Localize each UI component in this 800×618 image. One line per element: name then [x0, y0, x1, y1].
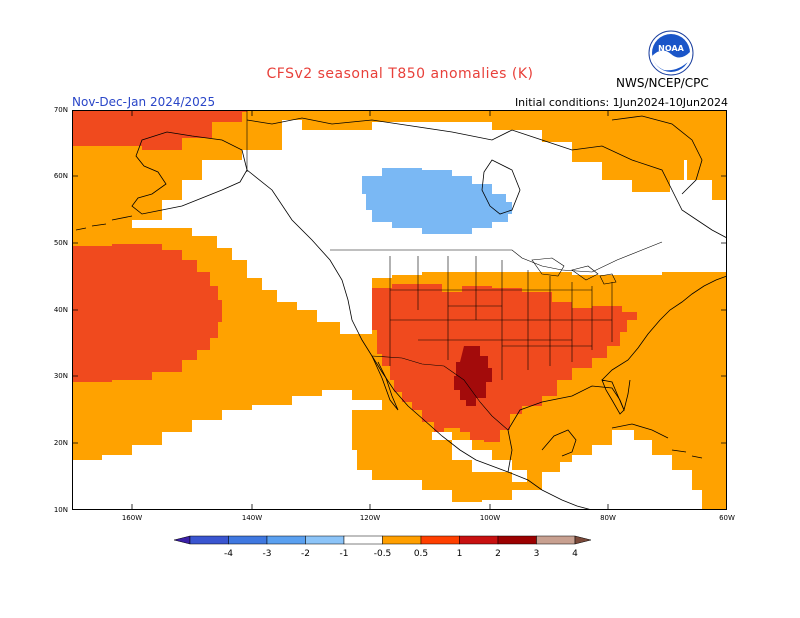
- lat-label-10n: 10N: [53, 506, 68, 514]
- lat-label-40n: 40N: [53, 306, 68, 314]
- colorbar-swatch: [228, 535, 268, 545]
- coastlines: [75, 115, 727, 510]
- axis-ticks: [72, 110, 727, 510]
- season-label: Nov-Dec-Jan 2024/2025: [72, 95, 216, 109]
- colorbar-label: -2: [301, 549, 310, 559]
- lat-label-70n: 70N: [53, 106, 68, 114]
- lon-label-120w: 120W: [359, 514, 381, 522]
- colorbar: -4 -3 -2 -1 -0.5 0.5 1 2 3 4: [173, 535, 592, 559]
- colorbar-swatch: [382, 535, 422, 545]
- agency-label: NWS/NCEP/CPC: [616, 76, 709, 90]
- lon-label-60w: 60W: [719, 514, 735, 522]
- lat-label-50n: 50N: [53, 239, 68, 247]
- colorbar-label: -4: [224, 549, 233, 559]
- lat-label-20n: 20N: [53, 439, 68, 447]
- colorbar-label: 2: [495, 549, 501, 559]
- colorbar-label: 3: [534, 549, 540, 559]
- colorbar-arrow-right: [574, 535, 592, 545]
- map-frame: [72, 110, 727, 510]
- colorbar-label: 4: [572, 549, 578, 559]
- anomaly-dark-red-regions: [454, 346, 492, 406]
- logo-text: NOAA: [658, 44, 684, 53]
- colorbar-swatch: [459, 535, 499, 545]
- colorbar-swatch: [420, 535, 460, 545]
- colorbar-swatch: [343, 535, 383, 545]
- colorbar-swatch: [266, 535, 306, 545]
- colorbar-label: -0.5: [374, 549, 392, 559]
- lon-label-140w: 140W: [241, 514, 263, 522]
- lat-label-30n: 30N: [53, 372, 68, 380]
- map-title: CFSv2 seasonal T850 anomalies (K): [266, 66, 534, 82]
- lon-label-160w: 160W: [121, 514, 143, 522]
- colorbar-swatch: [497, 535, 537, 545]
- anomaly-red-orange-regions: [72, 110, 637, 442]
- noaa-logo: NOAA: [648, 30, 694, 76]
- initial-conditions-label: Initial conditions: 1Jun2024-10Jun2024: [514, 96, 728, 109]
- colorbar-label: -1: [340, 549, 349, 559]
- colorbar-swatches: [173, 535, 592, 545]
- colorbar-arrow-left: [173, 535, 191, 545]
- colorbar-swatch: [189, 535, 229, 545]
- anomaly-map: [72, 110, 727, 510]
- political-borders: [246, 110, 663, 431]
- colorbar-swatch: [536, 535, 576, 545]
- colorbar-label: 0.5: [414, 549, 428, 559]
- anomaly-light-blue-regions: [362, 168, 512, 234]
- colorbar-label: -3: [263, 549, 272, 559]
- lon-label-100w: 100W: [479, 514, 501, 522]
- colorbar-label: 1: [457, 549, 463, 559]
- colorbar-labels: -4 -3 -2 -1 -0.5 0.5 1 2 3 4: [224, 549, 578, 559]
- lat-label-60n: 60N: [53, 172, 68, 180]
- colorbar-swatch: [305, 535, 345, 545]
- lon-label-80w: 80W: [600, 514, 616, 522]
